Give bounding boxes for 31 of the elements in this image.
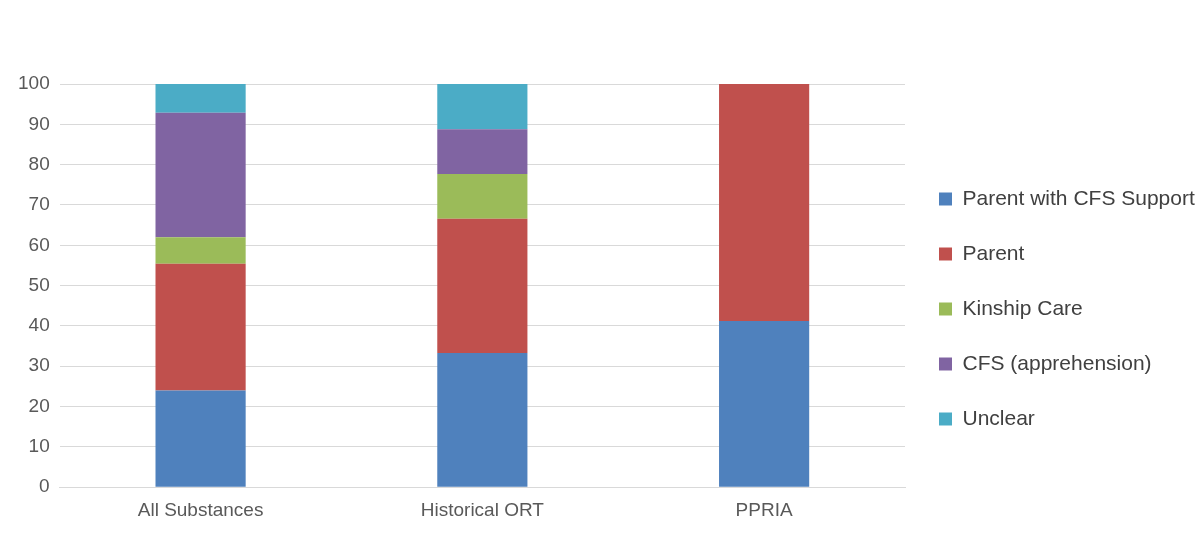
bar — [437, 173, 528, 219]
legend-label: Unclear — [962, 405, 1035, 429]
y-tick-label: 0 — [39, 475, 50, 497]
x-tick-label: All Substances — [137, 498, 264, 520]
y-tick-label: 10 — [28, 435, 50, 457]
y-tick-label: 70 — [28, 193, 50, 215]
legend-label: CFS (apprehension) — [962, 350, 1152, 374]
legend-label: Parent with CFS Support — [962, 185, 1195, 209]
y-tick-label: 80 — [28, 152, 50, 174]
bar — [437, 352, 528, 487]
bar — [437, 84, 528, 130]
y-tick-label: 60 — [28, 233, 50, 255]
bar — [155, 112, 246, 238]
y-tick-label: 50 — [28, 273, 50, 295]
bar — [719, 84, 810, 322]
bar — [155, 84, 246, 113]
x-tick-label: Historical ORT — [420, 498, 545, 520]
y-tick-label: 40 — [28, 314, 50, 336]
legend-label: Kinship Care — [962, 295, 1083, 319]
x-tick-label: PPRIA — [735, 498, 793, 520]
y-tick-label: 30 — [28, 354, 50, 376]
y-tick-label: 100 — [18, 72, 50, 94]
bar — [437, 129, 528, 174]
bar — [155, 237, 246, 264]
bar — [155, 390, 246, 487]
y-tick-label: 90 — [28, 112, 50, 134]
bar — [155, 263, 246, 391]
bar — [437, 218, 528, 353]
y-tick-label: 20 — [28, 394, 50, 416]
legend-label: Parent — [962, 240, 1025, 264]
bar — [719, 321, 810, 487]
